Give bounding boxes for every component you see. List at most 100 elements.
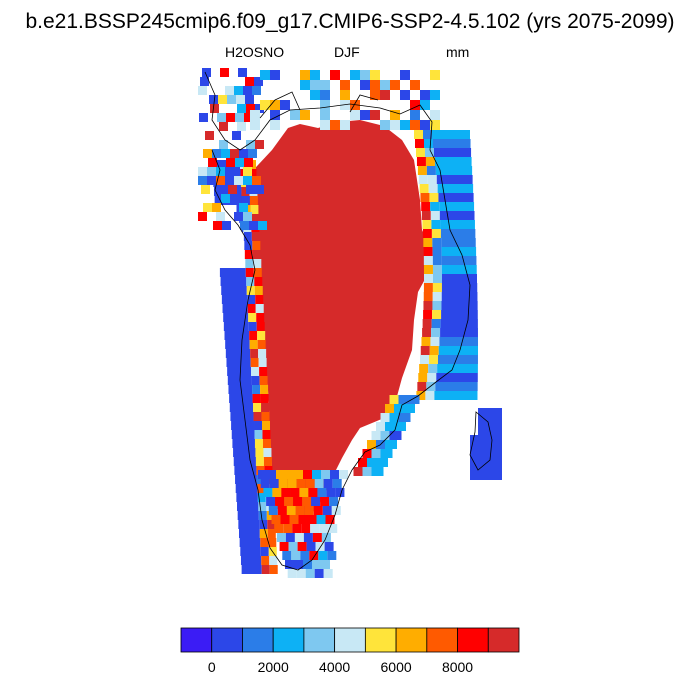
grid-cell [213,221,222,230]
grid-cell [324,542,334,551]
grid-cell [236,95,245,104]
grid-cell [235,113,244,122]
grid-cell [432,139,471,148]
grid-cell [209,95,218,104]
colorbar-box [457,627,489,653]
grid-cell [427,373,437,382]
grid-cell [410,120,420,130]
grid-cell [295,506,305,515]
grid-cell [241,187,250,196]
grid-cell [218,95,227,104]
grid-cell [203,203,212,212]
colorbar-box [364,627,397,653]
colorbar-tick-label: 6000 [381,659,412,675]
grid-cell [420,90,430,100]
grid-cell [390,110,400,120]
grid-cell [257,331,266,340]
grid-cell [441,301,478,310]
grid-cell [213,187,242,196]
grid-cell [229,394,253,403]
grid-cell [310,70,320,80]
grid-cell [272,488,282,497]
grid-cell [438,346,478,355]
grid-cell [250,349,259,358]
grid-cell [429,346,439,355]
grid-cell [219,268,246,277]
grid-cell [261,403,270,412]
grid-cell [219,140,228,149]
grid-cell [335,488,345,497]
grid-cell [421,202,431,211]
grid-cell [435,166,473,175]
grid-cell [437,364,478,373]
grid-cell [370,80,380,90]
grid-cell [201,185,210,194]
grid-cell [441,238,476,247]
grid-cell [340,90,350,100]
grid-cell [270,100,280,110]
grid-cell [415,148,425,157]
grid-cell [440,220,475,229]
grid-cell [243,167,252,176]
grid-cell [380,413,390,422]
grid-cell [198,176,207,185]
grid-cell [389,413,399,422]
grid-cell [390,80,400,90]
grid-cell [235,158,244,167]
grid-cell [217,113,226,122]
grid-cell [362,467,372,476]
grid-cell [254,439,263,448]
grid-cell [230,149,239,158]
grid-cell [434,157,472,166]
grid-cell [239,203,248,212]
grid-cell [441,256,477,265]
grid-cell [216,167,225,176]
grid-cell [410,100,420,110]
grid-cell [231,421,255,430]
grid-cell [350,70,360,80]
grid-cell [371,467,384,476]
grid-cell [246,104,255,113]
grid-cell [213,178,241,187]
grid-cell [245,268,254,277]
colorbar-box [242,627,274,653]
grid-cell [300,70,310,80]
grid-cell [302,497,312,506]
grid-cell [432,256,442,265]
grid-cell [380,120,390,130]
grid-cell [262,421,271,430]
grid-cell [423,247,433,256]
grid-cell [253,268,262,277]
grid-cell [252,394,261,403]
grid-cell [253,412,262,421]
grid-cell [226,358,251,367]
grid-cell [238,68,247,77]
grid-cell [340,80,350,90]
grid-cell [256,313,265,322]
grid-cell [293,497,303,506]
grid-cell [400,120,410,130]
grid-cell [323,479,333,488]
grid-cell [400,90,410,100]
grid-cell [270,110,280,120]
grid-cell [219,122,228,131]
grid-cell [431,220,441,229]
colorbar-box [487,627,520,653]
grid-cell [316,515,326,524]
grid-cell [246,140,255,149]
grid-cell [435,382,478,391]
grid-cell [276,533,286,542]
grid-cell [260,100,270,110]
grid-cell [432,130,470,139]
grid-cell [221,149,230,158]
grid-cell [439,211,475,220]
grid-cell [275,497,285,506]
grid-cell [437,184,474,193]
grid-cell [432,247,442,256]
grid-cell [198,212,207,221]
grid-cell [470,471,502,480]
grid-cell [304,506,314,515]
grid-cell [370,110,380,120]
grid-cell [323,569,333,578]
grid-cell [423,301,433,310]
